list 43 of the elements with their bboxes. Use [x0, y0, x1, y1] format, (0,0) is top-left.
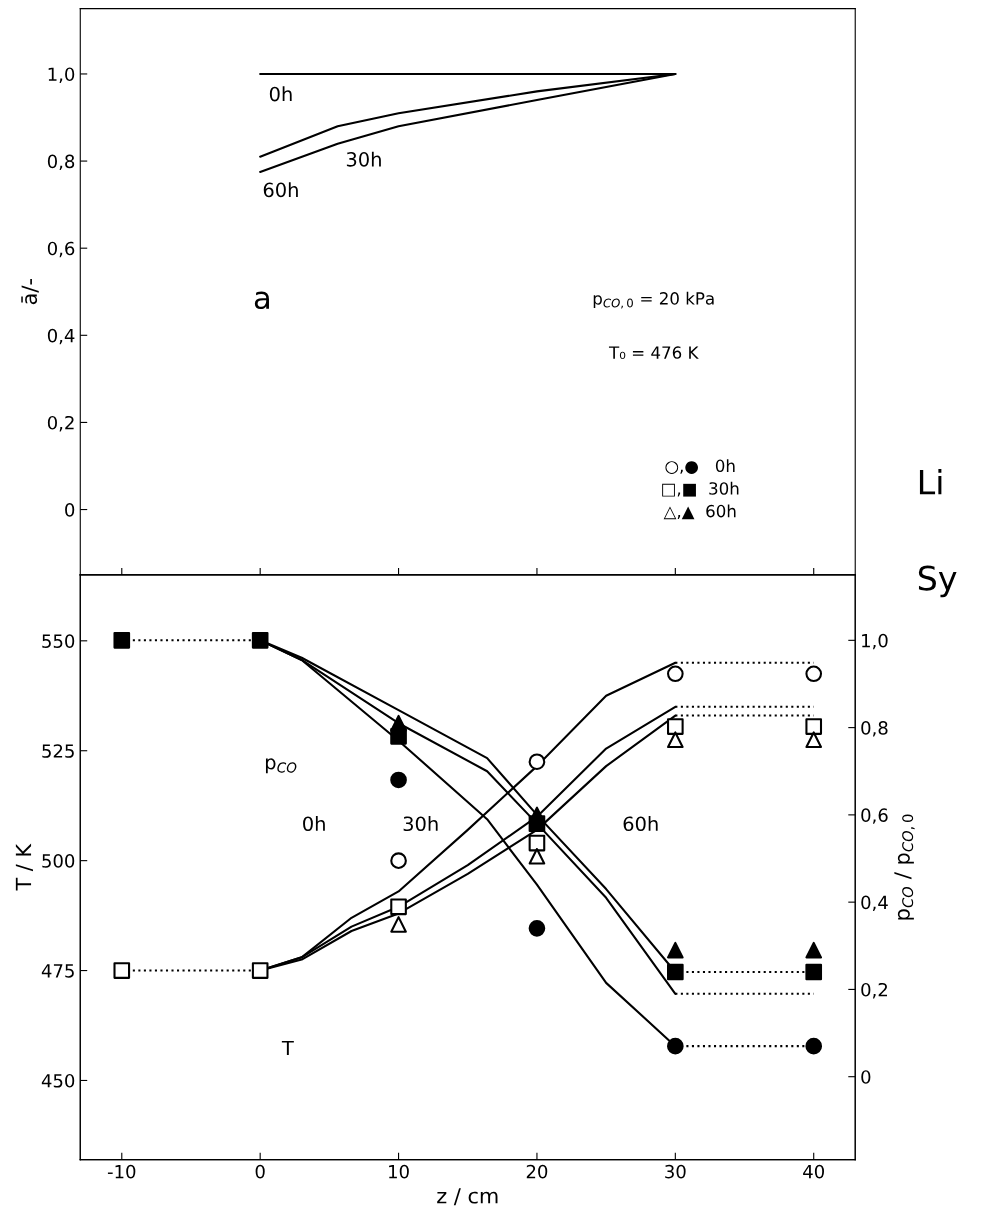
x-tick-label: 20	[526, 1164, 548, 1179]
x-tick-label: 40	[803, 1164, 825, 1179]
y2-tick-label: 0	[861, 1070, 871, 1084]
x-tick-label: 10	[389, 1164, 409, 1179]
annotation: T	[281, 1040, 294, 1056]
annotation: 30h	[403, 816, 438, 832]
annotation: ○,● 0h	[665, 459, 735, 474]
y-tick-label: 450	[41, 1073, 75, 1088]
annotation: □,■ 30h	[662, 481, 739, 497]
y-tick-label: 500	[42, 854, 75, 868]
x-tick-label: 0	[255, 1164, 265, 1179]
y2-tick-label: 0,4	[861, 895, 888, 912]
y2-tick-label: 0,6	[861, 808, 888, 824]
annotation: 60h	[263, 182, 298, 198]
y2-axis-title: p$_{CO}$ / p$_{CO,0}$	[894, 814, 915, 920]
y-tick-label: 0,6	[47, 241, 75, 258]
y-tick-label: 0	[65, 503, 75, 517]
y-tick-label: 550	[42, 634, 75, 648]
annotation: △,▲ 60h	[663, 504, 736, 520]
y-tick-label: 1,0	[48, 67, 75, 83]
y-axis-title: T / K	[15, 843, 33, 891]
annotation: 0h	[303, 816, 325, 832]
annotation: 0h	[269, 86, 292, 102]
annotation: a	[254, 291, 269, 310]
annotation: 60h	[623, 816, 658, 832]
annotation: p$_{CO}$	[265, 758, 297, 774]
y-tick-label: 475	[41, 964, 74, 978]
annotation: T₀ = 476 K	[608, 346, 699, 359]
annotation: p$_{CO,0}$ = 20 kPa	[593, 291, 714, 309]
annotation: 30h	[346, 151, 381, 167]
y2-tick-label: 0,8	[861, 721, 888, 737]
y2-tick-label: 0,2	[861, 982, 887, 999]
x-tick-label: 30	[665, 1164, 686, 1179]
y-tick-label: 0,8	[47, 154, 75, 171]
y-tick-label: 0,4	[47, 328, 75, 345]
x-tick-label: -10	[107, 1164, 136, 1179]
y-axis-title: ā/-	[21, 279, 39, 305]
y-tick-label: 0,2	[47, 415, 74, 432]
text: Li	[919, 468, 942, 495]
text: Sy	[918, 565, 957, 598]
y2-tick-label: 1,0	[862, 633, 888, 650]
x-axis-title: z / cm	[437, 1188, 498, 1206]
y-tick-label: 525	[42, 744, 74, 758]
